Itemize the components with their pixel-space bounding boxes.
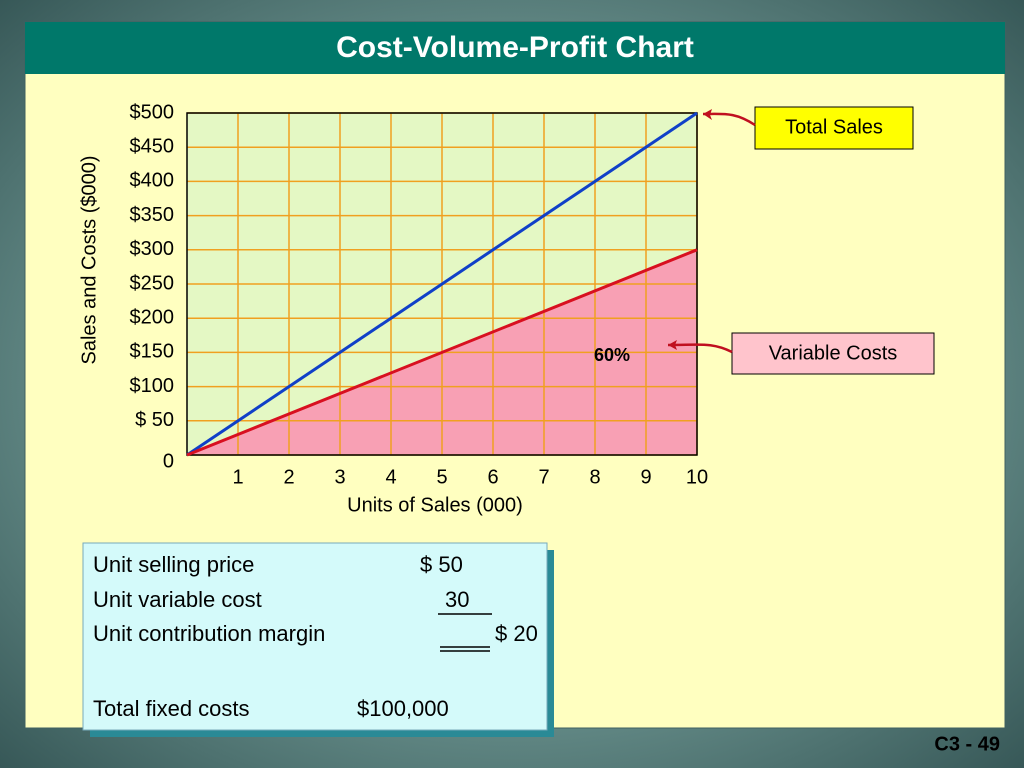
- callout-label: Total Sales: [785, 116, 883, 138]
- x-tick-label: 10: [686, 466, 708, 488]
- info-label: Total fixed costs: [93, 696, 250, 721]
- info-box: [82, 542, 548, 731]
- callout-box: [731, 332, 935, 375]
- callout-label: Variable Costs: [769, 342, 898, 364]
- x-tick-label: 7: [538, 466, 549, 488]
- info-value: $ 50: [420, 552, 463, 577]
- x-tick-label: 5: [436, 466, 447, 488]
- x-tick-label: 9: [640, 466, 651, 488]
- info-label: Unit variable cost: [93, 587, 262, 612]
- info-label: Unit selling price: [93, 552, 254, 577]
- slide-title: Cost-Volume-Profit Chart: [336, 31, 694, 64]
- y-tick-label: $150: [130, 341, 175, 363]
- x-tick-label: 3: [334, 466, 345, 488]
- y-tick-label: $350: [130, 204, 175, 226]
- y-tick-label: $ 50: [135, 409, 174, 431]
- x-tick-label: 4: [385, 466, 396, 488]
- arrow-head: [668, 340, 677, 350]
- x-tick-label: 1: [232, 466, 243, 488]
- callout-box: [754, 106, 914, 150]
- y-axis-label: Sales and Costs ($000): [78, 155, 100, 364]
- y-tick-label: $200: [130, 306, 175, 328]
- footer: C3 - 49: [934, 733, 1000, 755]
- line: [186, 111, 698, 457]
- y-tick-label: $250: [130, 272, 175, 294]
- y-tick-label: $500: [130, 101, 175, 123]
- title-bar: [25, 22, 1005, 74]
- y-tick-label: $450: [130, 135, 175, 157]
- info-value: $100,000: [357, 696, 449, 721]
- y-tick-label: $300: [130, 238, 175, 260]
- x-tick-label: 8: [589, 466, 600, 488]
- info-value: $ 20: [495, 621, 538, 646]
- chart: 0 $ 50 $100 $150 $200 $250 $300 $350 $400 $450 $50…: [130, 101, 709, 488]
- info-label: Unit contribution margin: [93, 621, 325, 646]
- x-tick-label: 2: [283, 466, 294, 488]
- y-tick-label: $100: [130, 375, 175, 397]
- y-tick-label: 0: [163, 450, 174, 472]
- x-axis-label: Units of Sales (000): [347, 494, 523, 516]
- callout-arrow: [667, 343, 733, 354]
- y-tick-label: $400: [130, 170, 175, 192]
- info-value: 30: [445, 587, 469, 612]
- plot-frame: [186, 112, 698, 456]
- info-text: Unit selling price $ 50 Unit variable co…: [93, 552, 538, 721]
- arrow-head: [703, 109, 712, 120]
- x-tick-label: 6: [487, 466, 498, 488]
- annotation: 60%: [594, 345, 630, 365]
- line: [186, 248, 698, 457]
